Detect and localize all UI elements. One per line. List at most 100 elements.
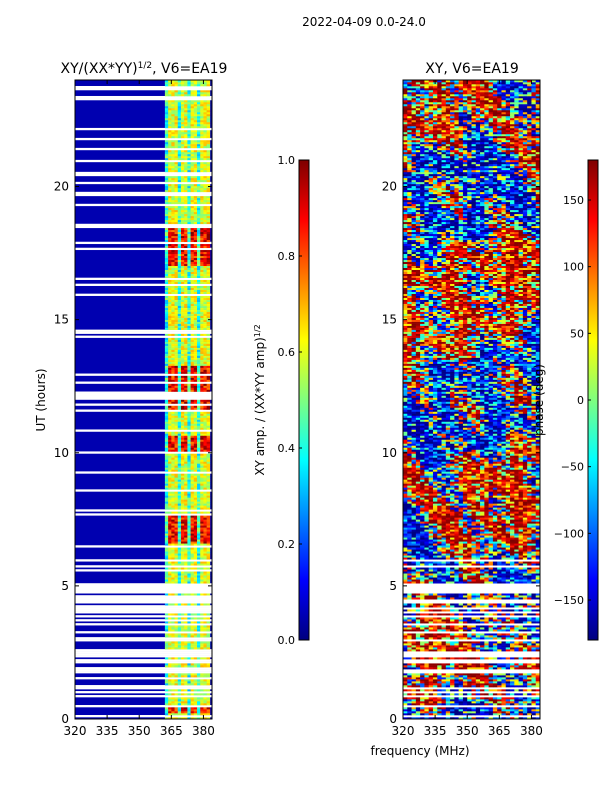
amplitude-cell bbox=[193, 105, 198, 109]
phase-cell bbox=[488, 697, 494, 700]
amplitude-cell bbox=[164, 447, 169, 450]
amplitude-cell bbox=[200, 93, 204, 97]
phase-cell bbox=[471, 649, 477, 652]
amplitude-cell bbox=[180, 125, 185, 129]
amplitude-cell bbox=[193, 89, 198, 93]
phase-cell bbox=[432, 617, 438, 620]
amplitude-cell bbox=[184, 483, 188, 486]
amplitude-cell bbox=[190, 129, 195, 133]
phase-cell bbox=[424, 627, 429, 630]
amplitude-cell bbox=[193, 305, 198, 308]
phase-cell bbox=[522, 703, 528, 706]
flagged-row bbox=[75, 513, 212, 516]
amplitude-cell bbox=[164, 465, 169, 468]
amplitude-cell bbox=[164, 237, 169, 241]
phase-cell bbox=[510, 637, 515, 640]
amplitude-cell bbox=[177, 123, 182, 127]
amplitude-cell bbox=[197, 363, 201, 366]
phase-cell bbox=[522, 665, 528, 668]
amplitude-cell bbox=[184, 89, 188, 93]
amplitude-cell bbox=[164, 531, 169, 534]
amplitude-cell bbox=[184, 383, 188, 386]
phase-cell bbox=[411, 595, 417, 598]
phase-cell bbox=[415, 685, 421, 688]
amplitude-cell bbox=[171, 697, 175, 700]
amplitude-cell bbox=[168, 689, 172, 692]
amplitude-cell bbox=[168, 665, 172, 668]
phase-cell bbox=[471, 667, 477, 670]
amplitude-cell bbox=[200, 557, 204, 560]
amplitude-cell bbox=[177, 469, 182, 472]
amplitude-cell bbox=[164, 613, 169, 616]
amplitude-cell bbox=[206, 243, 211, 247]
amplitude-cell bbox=[187, 399, 191, 402]
amplitude-cell bbox=[174, 571, 179, 574]
amplitude-cell bbox=[174, 129, 179, 133]
amplitude-cell bbox=[200, 281, 204, 284]
flagged-row bbox=[75, 409, 212, 412]
amplitude-cell bbox=[180, 323, 185, 326]
amplitude-cell bbox=[193, 483, 198, 486]
amplitude-cell bbox=[184, 239, 188, 243]
phase-cell bbox=[535, 685, 540, 688]
amplitude-cell bbox=[190, 573, 195, 576]
amplitude-cell bbox=[197, 371, 201, 374]
amplitude-cell bbox=[200, 255, 204, 259]
amplitude-cell bbox=[203, 291, 207, 294]
phase-cell bbox=[484, 643, 489, 646]
phase-cell bbox=[475, 673, 481, 676]
amplitude-cell bbox=[193, 481, 198, 484]
amplitude-cell bbox=[174, 387, 179, 390]
phase-cell bbox=[450, 617, 455, 620]
amplitude-cell bbox=[174, 317, 179, 320]
amplitude-cell bbox=[171, 517, 175, 520]
phase-cell bbox=[510, 703, 515, 706]
amplitude-cell bbox=[180, 211, 185, 215]
amplitude-cell bbox=[193, 167, 198, 171]
amplitude-cell bbox=[164, 135, 169, 139]
amplitude-cell bbox=[206, 517, 211, 520]
amplitude-cell bbox=[174, 443, 179, 446]
amplitude-cell bbox=[200, 385, 204, 388]
phase-cell bbox=[484, 711, 489, 714]
amplitude-cell bbox=[206, 497, 211, 500]
amplitude-cell bbox=[168, 151, 172, 155]
amplitude-cell bbox=[190, 697, 195, 700]
amplitude-cell bbox=[187, 461, 191, 464]
amplitude-cell bbox=[168, 697, 172, 700]
phase-cell bbox=[518, 709, 524, 712]
amplitude-cell bbox=[177, 151, 182, 155]
phase-cell bbox=[522, 681, 528, 684]
phase-cell bbox=[505, 697, 511, 700]
phase-cell bbox=[411, 617, 417, 620]
amplitude-cell bbox=[180, 413, 185, 416]
amplitude-cell bbox=[168, 707, 172, 710]
amplitude-cell bbox=[171, 143, 175, 147]
amplitude-cell bbox=[184, 81, 188, 85]
amplitude-cell bbox=[200, 199, 204, 203]
phase-cell bbox=[531, 645, 537, 648]
phase-cell bbox=[484, 579, 489, 582]
phase-cell bbox=[432, 703, 438, 706]
phase-cell bbox=[454, 679, 459, 682]
amplitude-cell bbox=[200, 333, 204, 336]
amplitude-cell bbox=[187, 531, 191, 534]
amplitude-cell bbox=[190, 665, 195, 668]
amplitude-cell bbox=[177, 275, 182, 278]
amplitude-cell bbox=[168, 505, 172, 508]
phase-cell bbox=[462, 685, 468, 688]
amplitude-cell bbox=[171, 449, 175, 452]
amplitude-cell bbox=[190, 535, 195, 538]
amplitude-cell bbox=[197, 213, 201, 217]
phase-cell bbox=[471, 621, 477, 624]
amplitude-cell bbox=[197, 107, 201, 111]
amplitude-cell bbox=[177, 101, 182, 105]
phase-cell bbox=[462, 693, 468, 696]
amplitude-cell bbox=[206, 365, 211, 368]
amplitude-cell bbox=[168, 433, 172, 436]
amplitude-cell bbox=[206, 435, 211, 438]
phase-cell bbox=[501, 677, 507, 680]
amplitude-cell bbox=[200, 139, 204, 143]
amplitude-cell bbox=[203, 259, 207, 263]
amplitude-cell bbox=[164, 357, 169, 360]
